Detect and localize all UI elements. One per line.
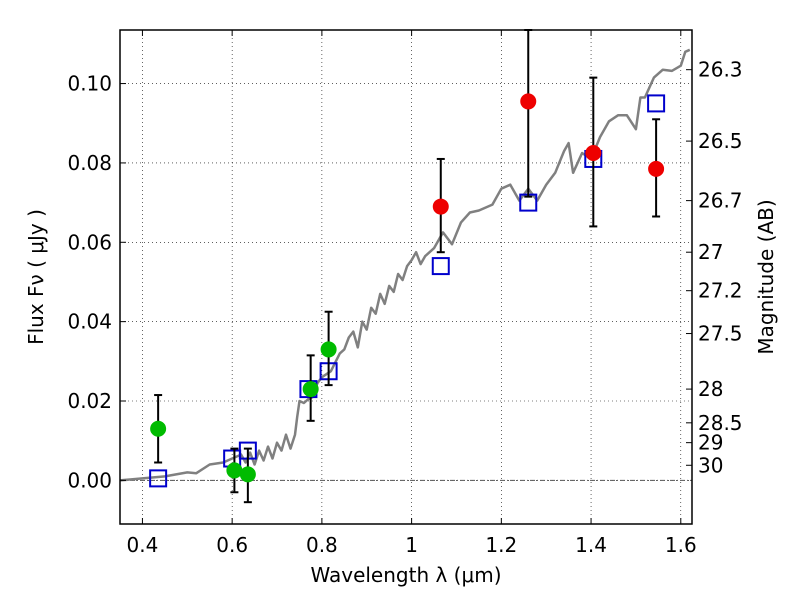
y-tick-label: 0.08: [67, 151, 112, 175]
observed-flux-point: [302, 381, 319, 398]
y2-tick-label: 26.7: [698, 189, 743, 213]
x-tick-label: 1.6: [665, 533, 697, 557]
plot-frame: [119, 29, 693, 525]
y2-tick-label: 28: [698, 377, 723, 401]
y2-tick-label: 28.5: [698, 411, 743, 435]
y-tick-label: 0.04: [67, 310, 112, 334]
model-flux-square: [647, 94, 666, 113]
y2-tick-label: 27.2: [698, 279, 743, 303]
observed-flux-point: [520, 93, 537, 110]
y2-tick-label: 27: [698, 240, 723, 264]
x-tick-label: 1.4: [575, 533, 607, 557]
observed-flux-point: [585, 145, 602, 162]
model-flux-square: [431, 257, 450, 276]
y-axis-title: Flux Fν ( μJy ): [24, 209, 48, 345]
model-flux-square: [149, 469, 168, 488]
x-axis-title: Wavelength λ (μm): [310, 563, 501, 587]
x-tick-label: 0.6: [216, 533, 248, 557]
observed-flux-point: [150, 420, 167, 437]
x-tick-label: 1.2: [485, 533, 517, 557]
observed-flux-point: [320, 341, 337, 358]
axis-ticks: 0.4 0.6 0.8 1 1.2 1.4 1.6 0.00 0.02 0.04 0.06 0.08 0…: [67, 30, 743, 557]
observed-flux-point: [226, 462, 243, 479]
x-tick-label: 0.8: [306, 533, 338, 557]
y-tick-label: 0.02: [67, 389, 112, 413]
observed-flux-point: [432, 198, 449, 215]
plot-area: [120, 30, 692, 524]
y2-tick-label: 29: [698, 431, 723, 455]
observed-flux-point: [648, 160, 665, 177]
y-tick-label: 0.00: [67, 468, 112, 492]
y2-tick-label: 26.5: [698, 129, 743, 153]
y2-tick-label: 30: [698, 453, 723, 477]
y2-axis-title: Magnitude (AB): [754, 199, 778, 354]
y-tick-label: 0.10: [67, 72, 112, 96]
y2-tick-label: 26.3: [698, 58, 743, 82]
x-tick-label: 0.4: [127, 533, 159, 557]
x-tick-label: 1: [405, 533, 418, 557]
y-tick-label: 0.06: [67, 230, 112, 254]
observed-flux-point: [239, 466, 256, 483]
series-layer: [119, 29, 691, 504]
y2-tick-label: 27.5: [698, 322, 743, 346]
grid: [120, 30, 692, 524]
